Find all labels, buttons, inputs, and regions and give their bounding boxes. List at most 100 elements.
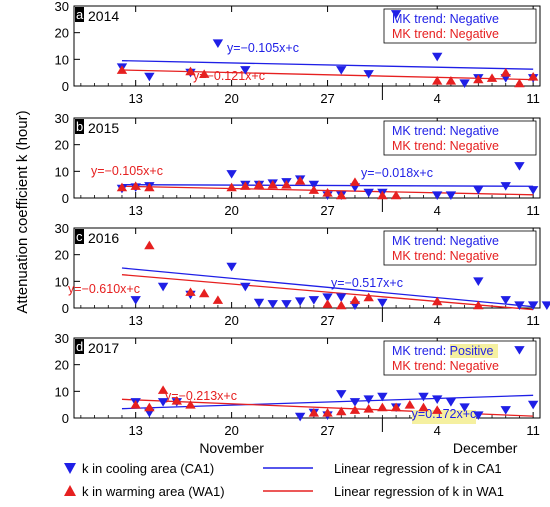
wa1-point: [226, 182, 237, 192]
y-tick-label: 10: [55, 52, 69, 67]
wa1-point: [349, 295, 361, 304]
y-tick-label: 30: [55, 0, 69, 14]
wa1-point: [377, 402, 388, 412]
x-tick-label: 20: [224, 203, 238, 218]
wa1-equation: y=−0.105x+c: [91, 164, 163, 178]
wa1-point: [473, 300, 484, 310]
panel-frame: [73, 117, 541, 199]
wa1-point: [267, 179, 278, 189]
ca1-point: [226, 262, 237, 272]
panel-letter: c: [76, 229, 83, 244]
mk-highlight: [450, 344, 498, 358]
wa1-equation: y=−0.610x+c: [68, 282, 140, 296]
panel-year: 2016: [88, 230, 119, 246]
y-tick-label: 0: [62, 79, 69, 94]
y-tick-label: 10: [55, 384, 69, 399]
wa1-point: [130, 399, 141, 409]
wa1-point: [432, 296, 443, 306]
y-tick-label: 20: [55, 26, 69, 41]
panel-frame: [73, 337, 541, 419]
ca1-point: [144, 72, 155, 82]
wa1-point: [199, 69, 210, 78]
ca1-point: [157, 282, 169, 292]
eq-highlight: [412, 410, 476, 424]
mk-trend-box: [383, 120, 537, 156]
wa1-point: [418, 402, 429, 412]
ca1-point: [514, 162, 525, 171]
wa1-point: [432, 405, 443, 414]
panel-frame: [73, 227, 541, 309]
x-tick-label: 4: [434, 203, 441, 218]
wa1-regression-line: [121, 274, 534, 311]
ca1-point: [445, 398, 457, 407]
panel-letter: a: [76, 7, 84, 22]
ca1-equation: y=−0.105x+c: [227, 41, 299, 55]
wa1-equation: y=−0.121x+c: [193, 69, 265, 83]
y-tick-label: 0: [62, 301, 69, 316]
x-tick-label: 20: [224, 423, 238, 438]
legend-label: k in cooling area (CA1): [82, 461, 214, 476]
wa1-point: [240, 181, 251, 190]
wa1-point: [185, 66, 196, 76]
wa1-regression-line: [121, 69, 534, 81]
wa1-point: [322, 299, 333, 308]
y-tick-label: 30: [55, 221, 69, 236]
wa1-equation: y=−0.213x+c: [165, 389, 237, 403]
mk-trend-box: [383, 230, 537, 266]
legend-wa1-marker: [64, 485, 76, 496]
wa1-point: [253, 179, 265, 189]
y-tick-label: 20: [55, 358, 69, 373]
wa1-point: [473, 74, 484, 84]
ca1-point: [308, 296, 320, 305]
wa1-point: [363, 403, 374, 413]
wa1-point: [390, 402, 402, 412]
wa1-point: [116, 182, 128, 192]
ca1-point: [418, 392, 429, 402]
wa1-point: [212, 295, 224, 304]
ca1-point: [363, 188, 374, 198]
wa1-point: [432, 75, 443, 85]
ca1-point: [514, 301, 525, 311]
x-tick-label: 27: [320, 313, 334, 328]
x-tick-label: 13: [128, 313, 142, 328]
month-label: December: [453, 440, 518, 456]
wa1-point: [199, 288, 210, 298]
ca1-point: [281, 300, 292, 309]
panel-letter: b: [76, 119, 83, 134]
mk-trend-wa1: MK trend: Negative: [392, 249, 499, 263]
wa1-point: [500, 67, 511, 77]
wa1-point: [157, 385, 169, 394]
ca1-point: [459, 403, 470, 413]
ca1-point: [157, 398, 169, 407]
mk-trend-wa1: MK trend: Negative: [392, 139, 499, 153]
ca1-point: [377, 298, 388, 308]
wa1-point: [130, 181, 141, 190]
panel-letter-tag: [75, 229, 84, 244]
ca1-point: [459, 79, 470, 89]
ca1-point: [212, 39, 224, 49]
mk-trend-box: [383, 8, 537, 44]
ca1-point: [336, 293, 347, 303]
mk-trend-ca1: MK trend: Positive: [392, 344, 493, 358]
x-tick-label: 11: [526, 203, 540, 218]
x-tick-label: 4: [434, 313, 441, 328]
mk-trend-wa1: MK trend: Negative: [392, 27, 499, 41]
ca1-point: [322, 293, 333, 303]
ca1-point: [267, 300, 278, 309]
wa1-point: [336, 190, 347, 200]
y-axis-label: Attenuation coefficient k (hour): [14, 110, 31, 313]
ca1-point: [432, 191, 443, 201]
month-label: November: [199, 440, 264, 456]
ca1-point: [336, 390, 347, 399]
legend-label: Linear regression of k in CA1: [334, 461, 502, 476]
ca1-point: [473, 411, 484, 421]
ca1-point: [445, 191, 457, 201]
x-tick-label: 20: [224, 91, 238, 106]
x-tick-label: 27: [320, 423, 334, 438]
mk-trend-ca1: MK trend: Negative: [392, 124, 499, 138]
y-tick-label: 30: [55, 331, 69, 346]
x-tick-label: 11: [526, 423, 540, 438]
wa1-point: [349, 405, 361, 414]
panel-year: 2014: [88, 8, 119, 24]
